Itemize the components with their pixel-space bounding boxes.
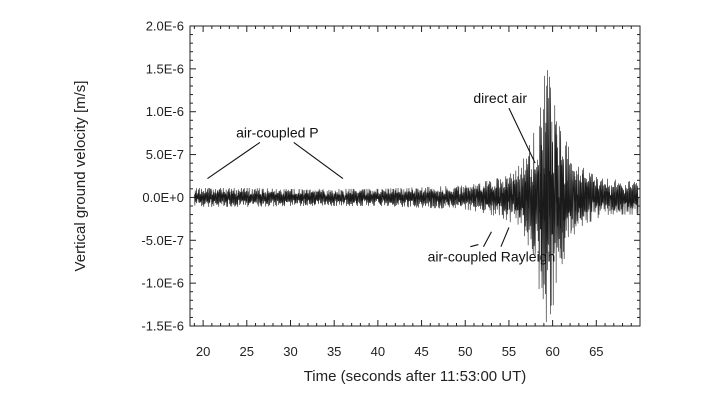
annotation-labels: air-coupled P direct air air-coupled Rayle… bbox=[236, 90, 555, 265]
annotation-pointer bbox=[293, 141, 344, 180]
y-tick-label: 5.0E-7 bbox=[146, 147, 184, 162]
x-tick-label: 20 bbox=[196, 344, 210, 359]
plot-frame bbox=[189, 25, 641, 327]
annotation-pointer bbox=[500, 227, 510, 247]
x-tick-label: 25 bbox=[240, 344, 254, 359]
y-tick-labels: 2.0E-6 1.5E-6 1.0E-6 5.0E-7 0.0E+0 -5.0E-7 -1.… bbox=[141, 19, 184, 334]
y-tick-label: 2.0E-6 bbox=[146, 19, 184, 34]
annotation-label: air-coupled Rayleigh bbox=[428, 249, 556, 265]
y-axis-title: Vertical ground velocity [m/s] bbox=[72, 81, 89, 272]
x-tick-label: 45 bbox=[414, 344, 428, 359]
axis-ticks bbox=[190, 25, 641, 327]
y-tick-label: 1.0E-6 bbox=[146, 104, 184, 119]
y-tick-label: -1.0E-6 bbox=[141, 276, 184, 291]
annotation-pointers bbox=[207, 107, 536, 248]
x-tick-label: 30 bbox=[283, 344, 297, 359]
seismogram-line bbox=[194, 70, 639, 323]
x-axis-title: Time (seconds after 11:53:00 UT) bbox=[304, 368, 527, 385]
seismogram-trace bbox=[194, 70, 639, 323]
y-tick-label: -5.0E-7 bbox=[141, 233, 184, 248]
x-tick-label: 55 bbox=[502, 344, 516, 359]
x-tick-label: 40 bbox=[371, 344, 385, 359]
annotation-label: air-coupled P bbox=[236, 124, 319, 140]
annotation-label: direct air bbox=[473, 90, 527, 106]
annotation-pointer bbox=[508, 107, 536, 164]
x-tick-labels: 20 25 30 35 40 45 50 55 60 65 bbox=[196, 344, 604, 359]
annotation-pointer bbox=[207, 141, 261, 180]
x-tick-label: 65 bbox=[589, 344, 603, 359]
x-tick-label: 35 bbox=[327, 344, 341, 359]
x-tick-label: 50 bbox=[458, 344, 472, 359]
y-tick-label: 1.5E-6 bbox=[146, 61, 184, 76]
y-tick-label: 0.0E+0 bbox=[142, 190, 184, 205]
y-tick-label: -1.5E-6 bbox=[141, 319, 184, 334]
annotation-pointer bbox=[482, 231, 492, 247]
x-tick-label: 60 bbox=[545, 344, 559, 359]
annotation-pointer bbox=[470, 244, 479, 248]
